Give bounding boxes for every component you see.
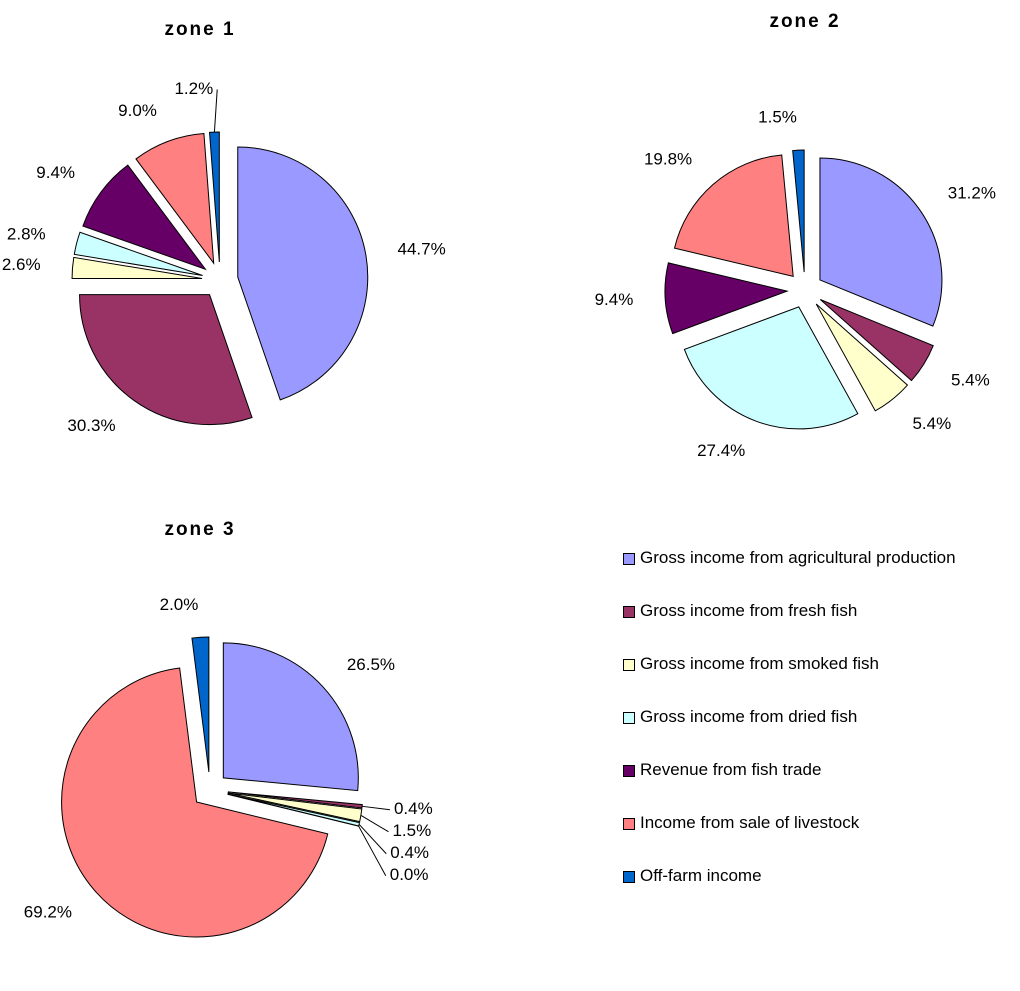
- legend: Gross income from agricultural productio…: [620, 545, 1020, 916]
- data-label: 1.5%: [392, 821, 431, 840]
- data-label: 1.2%: [174, 79, 213, 98]
- legend-label: Gross income from agricultural productio…: [640, 548, 956, 567]
- leader-line: [362, 805, 391, 811]
- legend-label: Revenue from fish trade: [640, 760, 822, 779]
- data-label: 19.8%: [644, 150, 692, 169]
- leader-line: [360, 814, 389, 833]
- data-label: 30.3%: [67, 416, 115, 435]
- data-label: 5.4%: [951, 370, 990, 389]
- legend-swatch: [623, 765, 635, 777]
- pie-slice: [191, 636, 210, 773]
- legend-item: Gross income from smoked fish: [620, 651, 1020, 704]
- data-label: 0.0%: [390, 865, 429, 884]
- chart-title: zone 1: [164, 19, 235, 40]
- leader-line: [213, 89, 218, 133]
- legend-swatch: [623, 818, 635, 830]
- pie-slice: [237, 146, 369, 401]
- pie-slice: [61, 667, 329, 938]
- legend-item: Gross income from agricultural productio…: [620, 545, 1020, 598]
- data-label: 69.2%: [24, 903, 72, 922]
- pie-slice: [815, 303, 909, 412]
- legend-label: Income from sale of livestock: [640, 813, 860, 832]
- pie-slice: [82, 164, 207, 271]
- legend-item: Revenue from fish trade: [620, 757, 1020, 810]
- data-label: 2.6%: [2, 255, 41, 274]
- legend-label: Gross income from dried fish: [640, 707, 858, 726]
- pie-slice: [208, 131, 220, 263]
- legend-swatch: [623, 871, 635, 883]
- legend-label: Off-farm income: [640, 866, 762, 885]
- data-label: 2.0%: [160, 595, 199, 614]
- data-label: 0.4%: [394, 799, 433, 818]
- data-label: 0.4%: [390, 843, 429, 862]
- leader-line: [358, 825, 387, 876]
- data-label: 27.4%: [697, 441, 745, 460]
- data-label: 9.4%: [36, 163, 75, 182]
- pie-slice: [227, 792, 363, 823]
- pie-slice: [135, 132, 215, 265]
- legend-swatch: [623, 659, 635, 671]
- pie-slice: [819, 157, 943, 327]
- legend-label: Gross income from smoked fish: [640, 654, 880, 673]
- leader-line: [358, 823, 387, 855]
- chart-title: zone 3: [164, 519, 235, 540]
- data-label: 9.0%: [118, 101, 157, 120]
- data-label: 44.7%: [398, 240, 446, 259]
- pie-slice: [673, 154, 794, 278]
- data-label: 9.4%: [595, 290, 634, 309]
- legend-item: Gross income from dried fish: [620, 704, 1020, 757]
- data-label: 31.2%: [948, 184, 996, 203]
- pie-slice: [683, 306, 859, 430]
- data-label: 5.4%: [912, 414, 951, 433]
- pie-slice: [79, 294, 253, 426]
- chart-title: zone 2: [769, 11, 840, 32]
- pie-slice: [819, 299, 934, 382]
- legend-item: Off-farm income: [620, 863, 1020, 916]
- legend-swatch: [623, 606, 635, 618]
- data-label: 2.8%: [7, 225, 46, 244]
- legend-label: Gross income from fresh fish: [640, 601, 858, 620]
- legend-item: Gross income from fresh fish: [620, 598, 1020, 651]
- pie-slice: [222, 642, 359, 792]
- data-label: 1.5%: [758, 108, 797, 127]
- data-label: 26.5%: [347, 655, 395, 674]
- legend-swatch: [623, 712, 635, 724]
- pie-slice: [71, 256, 203, 280]
- pie-slice: [792, 149, 805, 273]
- pie-slice: [664, 262, 789, 335]
- legend-swatch: [623, 553, 635, 565]
- legend-item: Income from sale of livestock: [620, 810, 1020, 863]
- pie-slice: [73, 231, 203, 277]
